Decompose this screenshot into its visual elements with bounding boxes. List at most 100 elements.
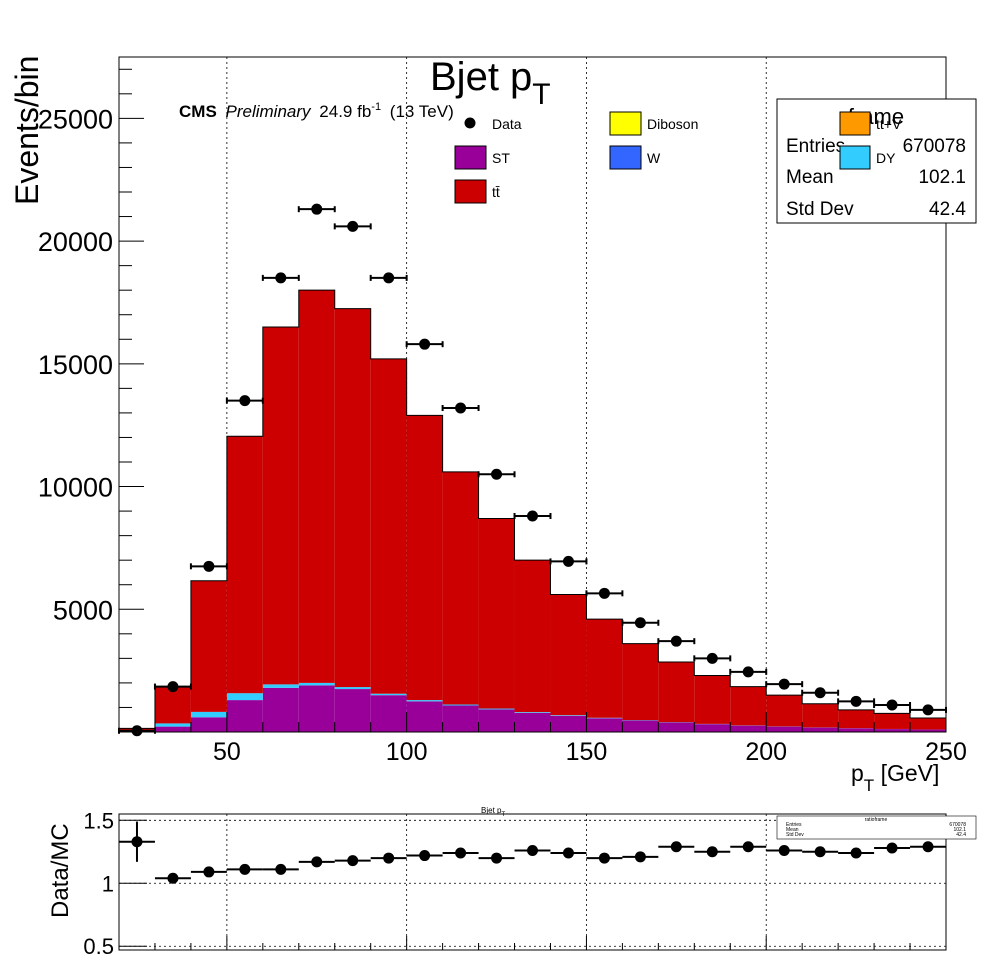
- ratio-point: [742, 841, 754, 853]
- data-point: [203, 560, 215, 572]
- bar-st: [190, 717, 227, 732]
- stats-mean-value: 102.1: [918, 167, 966, 188]
- bar-st: [226, 700, 263, 732]
- ratio-point: [203, 866, 215, 878]
- data-point: [275, 272, 287, 284]
- legend-label: tt̄: [492, 184, 500, 200]
- legend-label: Data: [492, 116, 522, 132]
- plot-title: Bjet pT: [430, 55, 551, 111]
- ratio-point: [634, 851, 646, 863]
- ratio-y-tick-label: 1: [102, 871, 114, 896]
- x-tick-label: 100: [386, 738, 428, 766]
- ratio-point: [598, 852, 610, 864]
- bar-ttbar: [910, 718, 946, 730]
- bar-st: [730, 725, 767, 732]
- data-point: [850, 695, 862, 707]
- legend-label: DY: [876, 150, 896, 166]
- x-tick-label: 250: [925, 738, 967, 766]
- legend-overlay: tt+V DY: [839, 111, 902, 170]
- bar-ttbar: [766, 695, 803, 727]
- legend-label: Diboson: [647, 116, 698, 132]
- bar-dy: [226, 693, 263, 701]
- ratio-point: [706, 846, 718, 858]
- stacked-histogram: [119, 289, 946, 732]
- bar-dy: [478, 708, 515, 710]
- data-point: [527, 510, 538, 522]
- ratio-axis-ticks: 0.5 1 1.5: [83, 808, 947, 959]
- bar-ttbar: [406, 415, 443, 701]
- bar-ttbar: [154, 686, 191, 724]
- ratio-point: [814, 846, 826, 858]
- ratio-point: [347, 855, 359, 867]
- bar-dy: [406, 700, 443, 702]
- bar-ttbar: [370, 358, 407, 694]
- x-tick-label: 50: [213, 738, 241, 766]
- bar-dy: [262, 684, 299, 688]
- x-axis-label: pT [GeV]: [851, 760, 939, 795]
- ratio-point: [670, 841, 682, 853]
- cms-label: CMS Preliminary 24.9 fb-1 (13 TeV): [179, 95, 454, 121]
- bar-dy: [190, 711, 227, 718]
- data-point: [778, 678, 790, 690]
- ratio-point: [311, 856, 323, 868]
- ratio-stats-title: ratioframe: [865, 817, 888, 823]
- bar-st: [298, 685, 335, 732]
- bar-ttbar: [478, 518, 515, 709]
- ratio-point: [275, 863, 287, 875]
- bar-st: [874, 729, 911, 732]
- bar-ttbar: [550, 594, 587, 716]
- bar-ttbar: [694, 675, 731, 724]
- ratio-y-tick-label: 0.5: [83, 934, 114, 959]
- bar-ttbar: [730, 686, 767, 726]
- ratio-point: [850, 847, 862, 859]
- y-tick-label: 15000: [38, 350, 113, 380]
- legend-label: W: [647, 150, 661, 166]
- ratio-point: [886, 842, 898, 854]
- data-point: [491, 468, 503, 480]
- bar-dy: [442, 704, 479, 706]
- legend-data-marker: [464, 117, 476, 129]
- stats-entries-value: 670078: [903, 136, 966, 157]
- bar-st: [478, 709, 515, 732]
- bar-ttbar: [190, 580, 227, 712]
- data-point: [311, 203, 323, 215]
- data-point: [886, 699, 898, 711]
- stats-stddev-value: 42.4: [929, 199, 966, 220]
- data-point: [814, 687, 826, 699]
- bar-ttbar: [802, 703, 839, 728]
- y-tick-label: 10000: [38, 473, 113, 503]
- ratio-point: [778, 845, 790, 857]
- data-point: [670, 635, 682, 647]
- ratio-point: [922, 841, 934, 853]
- data-point: [455, 402, 467, 414]
- ratio-stats-box: ratioframe Entries 670078 Mean 102.1 Std…: [776, 815, 977, 840]
- y-tick-label: 5000: [53, 595, 113, 625]
- ratio-point: [167, 872, 179, 884]
- data-points: [118, 203, 947, 737]
- stats-mean-label: Mean: [786, 167, 834, 188]
- y-tick-label: 20000: [38, 227, 113, 257]
- legend-swatch-dy: [839, 145, 871, 170]
- bar-dy: [154, 723, 191, 727]
- main-plot: 5000 10000 15000 20000 25000 50 100 150 200 250: [38, 56, 967, 766]
- bar-st: [442, 705, 479, 732]
- ratio-stats-mean-label: Mean: [786, 827, 799, 833]
- ratio-point: [383, 852, 395, 864]
- bar-ttbar: [226, 436, 263, 694]
- bar-ttbar: [298, 290, 335, 683]
- ratio-stats-entries-label: Entries: [786, 822, 802, 828]
- bar-st: [334, 689, 371, 732]
- x-tick-label: 200: [745, 738, 787, 766]
- ratio-point: [562, 847, 574, 859]
- bar-st: [694, 724, 731, 732]
- ratio-stats-frame: [776, 815, 977, 840]
- bar-dy: [370, 693, 407, 696]
- stats-box: frame Entries 670078 Mean 102.1 Std Dev …: [776, 98, 977, 224]
- bar-st: [622, 720, 659, 732]
- bar-st: [838, 728, 875, 732]
- stats-entries-label: Entries: [786, 136, 845, 157]
- ratio-point: [491, 852, 503, 864]
- bar-ttbar: [838, 709, 875, 729]
- stats-stddev-label: Std Dev: [786, 199, 854, 220]
- legend-swatch-ttv: [839, 111, 871, 136]
